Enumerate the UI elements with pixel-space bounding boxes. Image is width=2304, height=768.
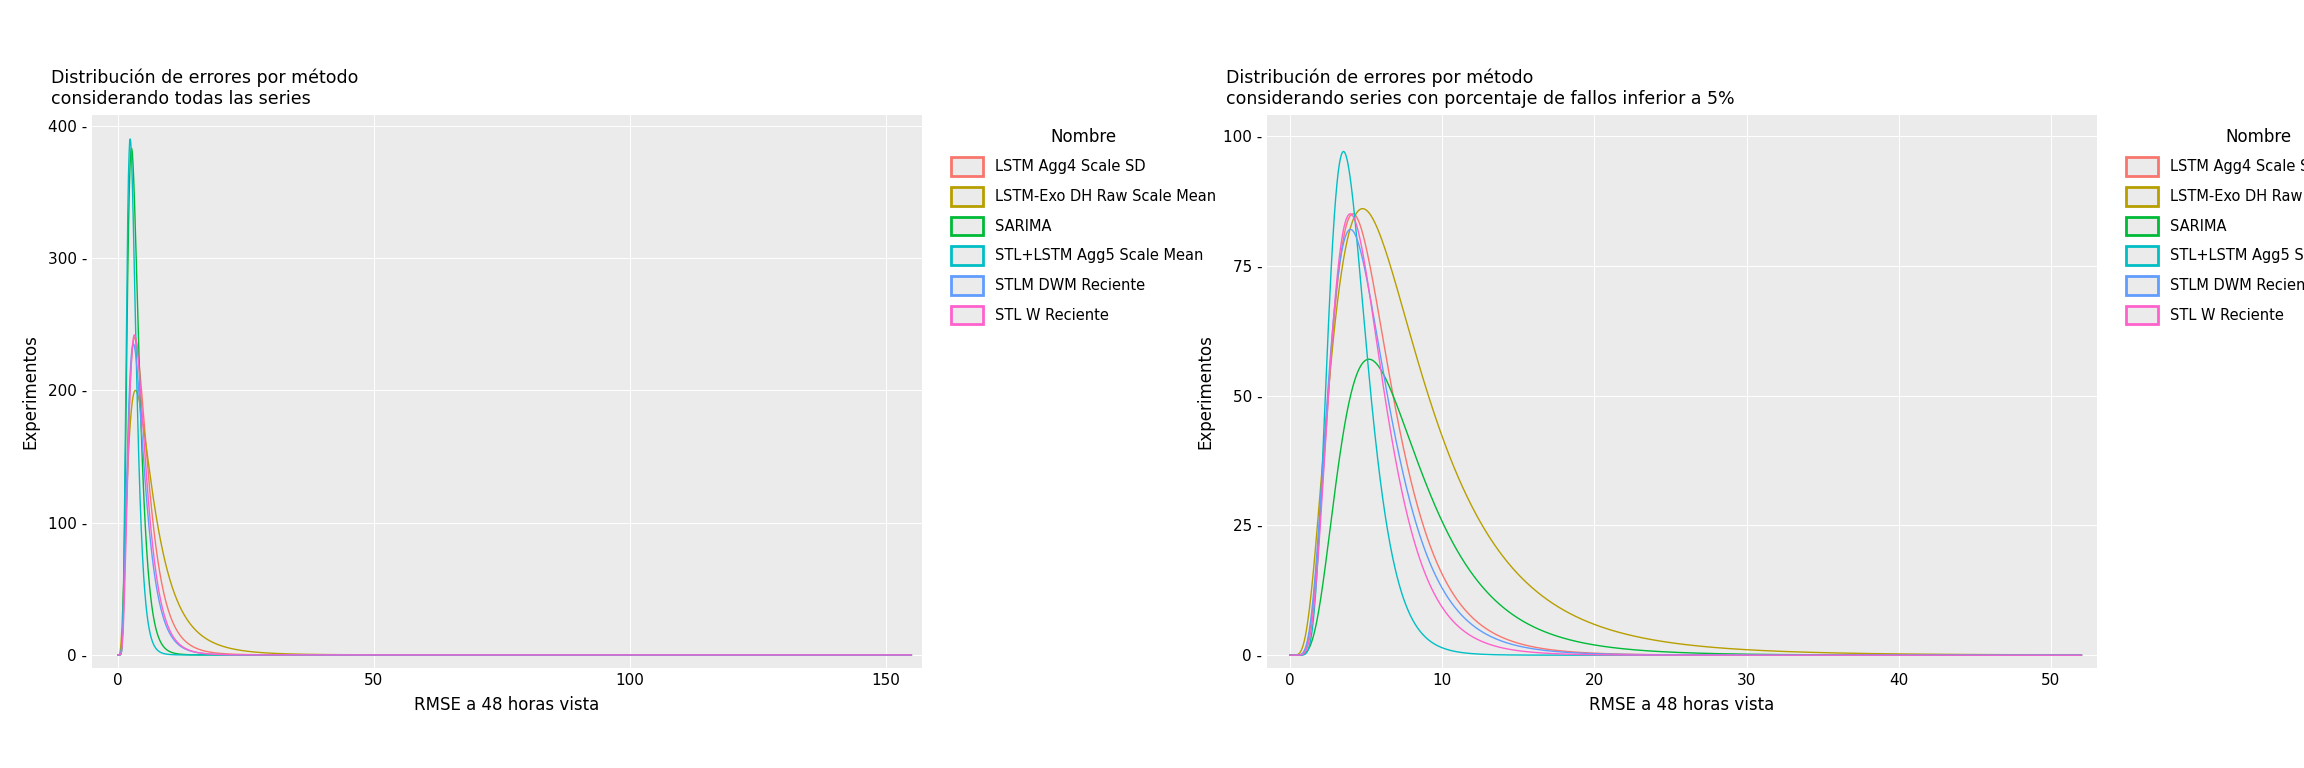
X-axis label: RMSE a 48 horas vista: RMSE a 48 horas vista — [415, 697, 599, 714]
Legend: LSTM Agg4 Scale SD, LSTM-Exo DH Raw Scale Mean, SARIMA, STL+LSTM Agg5 Scale Mean: LSTM Agg4 Scale SD, LSTM-Exo DH Raw Scal… — [2120, 122, 2304, 330]
Legend: LSTM Agg4 Scale SD, LSTM-Exo DH Raw Scale Mean, SARIMA, STL+LSTM Agg5 Scale Mean: LSTM Agg4 Scale SD, LSTM-Exo DH Raw Scal… — [945, 122, 1221, 330]
X-axis label: RMSE a 48 horas vista: RMSE a 48 horas vista — [1590, 697, 1774, 714]
Y-axis label: Experimentos: Experimentos — [1196, 334, 1214, 449]
Text: Distribución de errores por método
considerando todas las series: Distribución de errores por método consi… — [51, 69, 357, 108]
Y-axis label: Experimentos: Experimentos — [21, 334, 39, 449]
Text: Distribución de errores por método
considerando series con porcentaje de fallos : Distribución de errores por método consi… — [1226, 69, 1735, 108]
